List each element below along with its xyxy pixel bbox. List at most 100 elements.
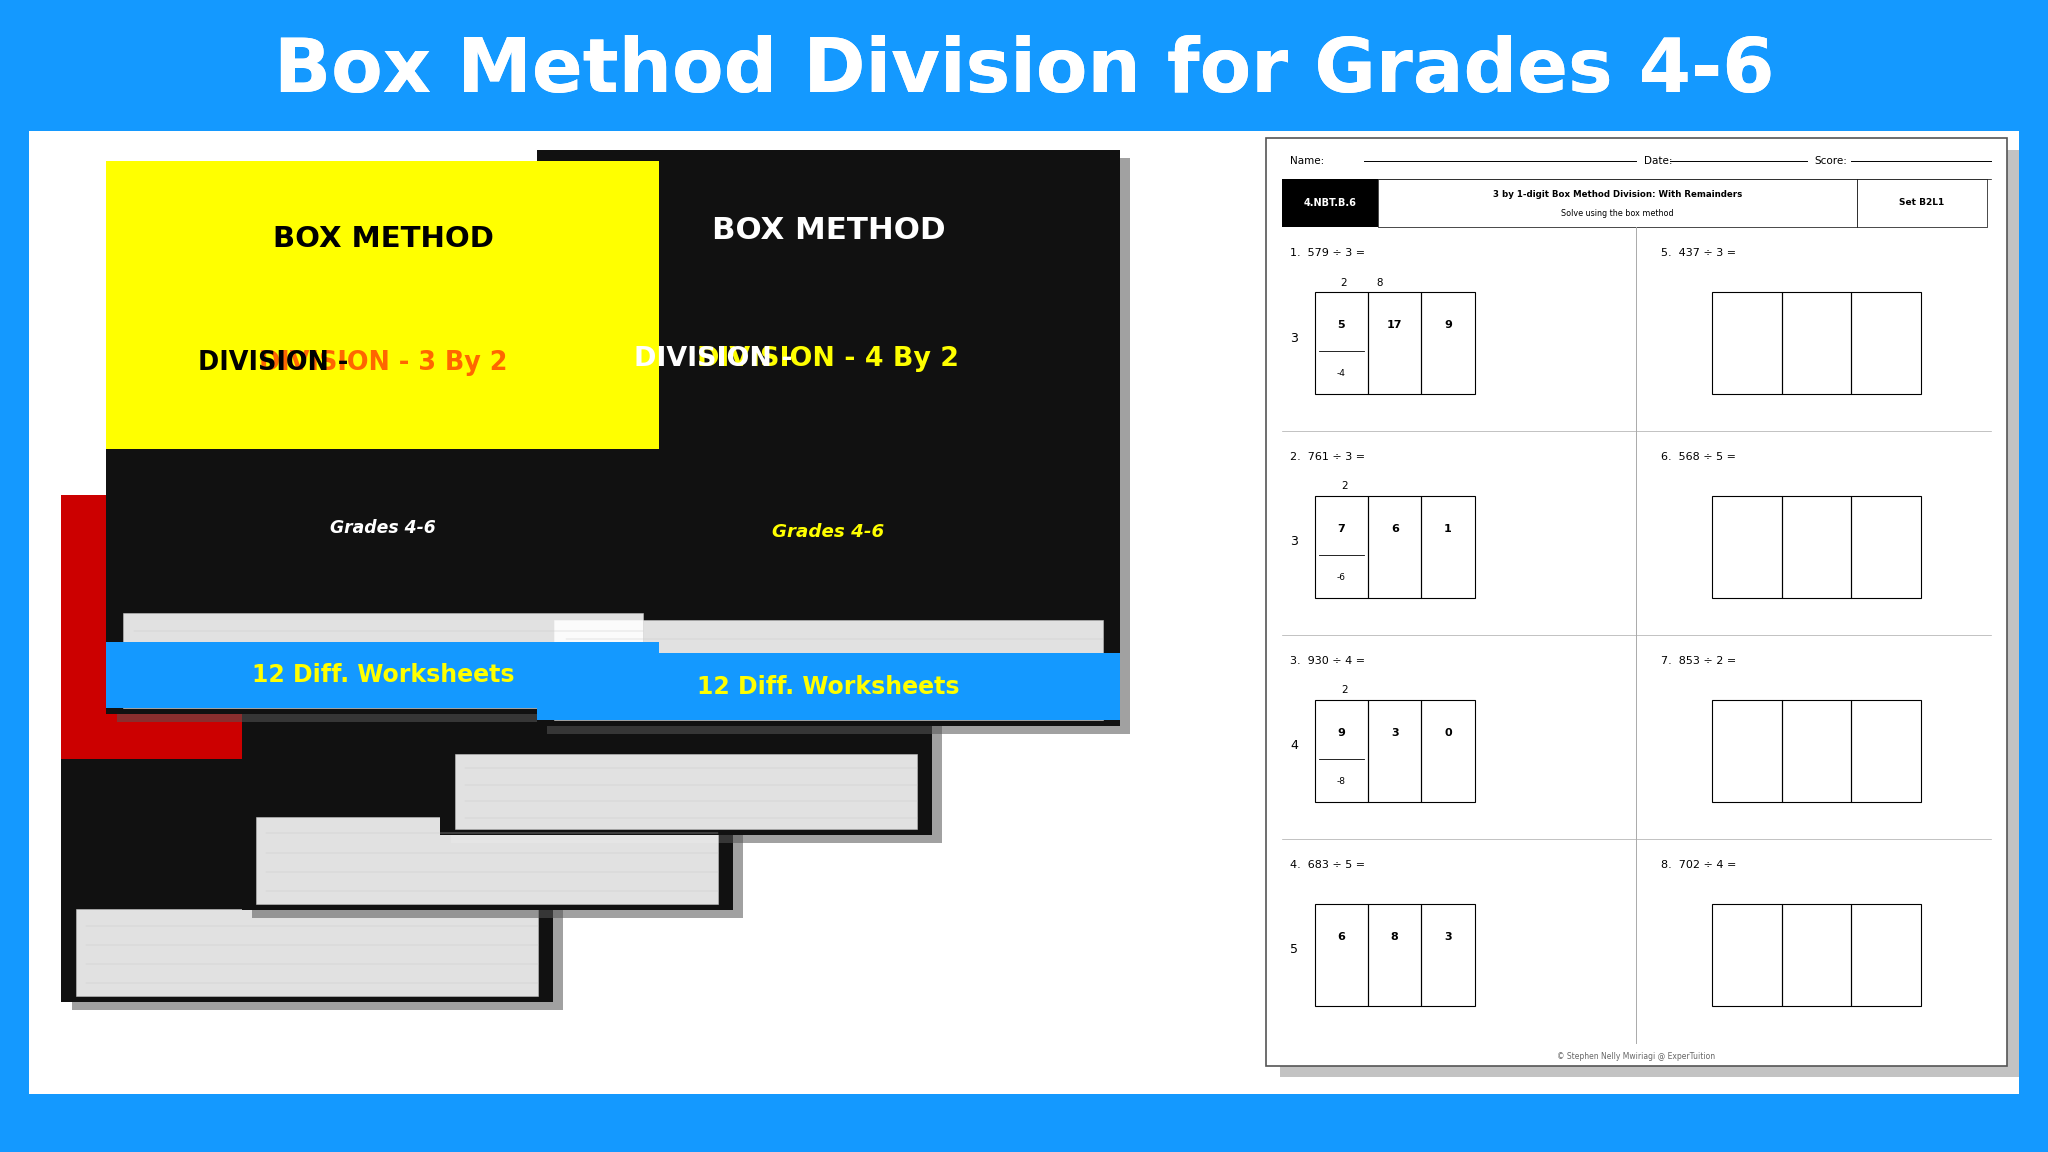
Bar bbox=[537, 449, 1120, 726]
Text: BOX METHOD: BOX METHOD bbox=[711, 217, 946, 245]
Text: 2         8: 2 8 bbox=[1341, 278, 1384, 288]
Text: 8.  702 ÷ 4 =: 8. 702 ÷ 4 = bbox=[1661, 861, 1737, 870]
Bar bbox=[1315, 497, 1368, 598]
Text: DIVISION - 4 By 1: DIVISION - 4 By 1 bbox=[575, 545, 797, 568]
Bar bbox=[1858, 179, 1987, 227]
Bar bbox=[1782, 293, 1851, 394]
Bar bbox=[455, 753, 918, 829]
Text: Grades 4-6: Grades 4-6 bbox=[440, 733, 535, 748]
Text: © Stephen Nelly Mwiriagi @ ExperTuition: © Stephen Nelly Mwiriagi @ ExperTuition bbox=[1556, 1052, 1716, 1061]
Text: 4: 4 bbox=[1290, 740, 1298, 752]
Bar bbox=[1712, 904, 1782, 1006]
Bar bbox=[440, 397, 932, 626]
Text: 4.NBT.B.6: 4.NBT.B.6 bbox=[1305, 198, 1356, 207]
Text: 3: 3 bbox=[1290, 332, 1298, 344]
Bar bbox=[1315, 904, 1368, 1006]
Bar bbox=[1280, 150, 2021, 1077]
Bar bbox=[1712, 497, 1782, 598]
Text: Grades 4-6: Grades 4-6 bbox=[330, 520, 436, 538]
Bar bbox=[72, 503, 563, 1010]
Bar bbox=[1782, 700, 1851, 802]
Bar bbox=[537, 150, 1120, 449]
Bar bbox=[1712, 293, 1782, 394]
Bar bbox=[29, 129, 2019, 1094]
Text: 6: 6 bbox=[1337, 932, 1346, 941]
Bar bbox=[117, 169, 670, 722]
Bar bbox=[555, 621, 1102, 720]
Bar bbox=[106, 161, 659, 449]
Bar bbox=[1851, 700, 1921, 802]
Bar bbox=[1315, 700, 1368, 802]
Bar bbox=[242, 403, 733, 667]
Text: 1: 1 bbox=[1444, 524, 1452, 533]
Text: Box Method Division for Grades 4-6: Box Method Division for Grades 4-6 bbox=[274, 35, 1774, 108]
Bar bbox=[242, 667, 733, 910]
Bar bbox=[451, 406, 942, 843]
Bar bbox=[547, 158, 1130, 734]
Bar bbox=[1421, 700, 1475, 802]
Bar bbox=[537, 653, 1120, 720]
Text: 2: 2 bbox=[1341, 482, 1348, 492]
Bar bbox=[61, 759, 553, 1002]
Text: 6: 6 bbox=[1391, 524, 1399, 533]
Text: 4.  683 ÷ 5 =: 4. 683 ÷ 5 = bbox=[1290, 861, 1366, 870]
Bar bbox=[1851, 293, 1921, 394]
Text: Grades 4-6: Grades 4-6 bbox=[639, 681, 733, 696]
Text: Date:: Date: bbox=[1645, 157, 1673, 166]
Text: Grades 4-6: Grades 4-6 bbox=[772, 523, 885, 541]
Bar bbox=[1782, 904, 1851, 1006]
Text: expertuition.com: expertuition.com bbox=[186, 1105, 449, 1135]
Text: DIVISION -: DIVISION - bbox=[522, 545, 655, 568]
Text: DIVISION - 3 By 2: DIVISION - 3 By 2 bbox=[258, 349, 508, 376]
Bar bbox=[76, 909, 539, 996]
Text: BOX METHOD: BOX METHOD bbox=[588, 446, 784, 472]
Text: 9: 9 bbox=[1337, 728, 1346, 737]
Text: 7.  853 ÷ 2 =: 7. 853 ÷ 2 = bbox=[1661, 657, 1737, 666]
Bar bbox=[1315, 293, 1368, 394]
Text: DIVISION - 3 By 1: DIVISION - 3 By 1 bbox=[377, 576, 598, 599]
Bar bbox=[2019, 0, 2048, 1152]
Bar bbox=[1421, 904, 1475, 1006]
Bar bbox=[0, 1097, 2048, 1152]
Text: Solve using the box method: Solve using the box method bbox=[1561, 209, 1673, 218]
Bar bbox=[1266, 138, 2007, 1066]
Bar bbox=[0, 0, 29, 1152]
Text: Name:: Name: bbox=[1290, 157, 1325, 166]
Text: 5: 5 bbox=[1337, 320, 1346, 329]
Text: Set B2L1: Set B2L1 bbox=[1898, 198, 1944, 207]
Text: BOX METHOD: BOX METHOD bbox=[389, 461, 586, 487]
Bar bbox=[1782, 497, 1851, 598]
Text: BOX METHOD: BOX METHOD bbox=[209, 553, 406, 579]
Bar bbox=[1368, 904, 1421, 1006]
Bar bbox=[1851, 497, 1921, 598]
Text: -4: -4 bbox=[1337, 370, 1346, 378]
Bar bbox=[0, 0, 2048, 131]
Text: 3.  930 ÷ 4 =: 3. 930 ÷ 4 = bbox=[1290, 657, 1366, 666]
Text: 17: 17 bbox=[1386, 320, 1403, 329]
Text: 9: 9 bbox=[1444, 320, 1452, 329]
Bar bbox=[106, 449, 659, 714]
Text: DIVISION -: DIVISION - bbox=[633, 347, 793, 372]
Bar bbox=[1282, 179, 1378, 227]
Text: 3 by 1-digit Box Method Division: With Remainders: 3 by 1-digit Box Method Division: With R… bbox=[1493, 190, 1743, 198]
Text: DIVISION - 4 By 2: DIVISION - 4 By 2 bbox=[698, 347, 958, 372]
Bar bbox=[61, 495, 553, 759]
Text: 12 Diff. Worksheets: 12 Diff. Worksheets bbox=[696, 675, 961, 698]
Text: 5: 5 bbox=[1290, 943, 1298, 956]
Text: 2: 2 bbox=[1341, 685, 1348, 696]
Bar bbox=[1421, 293, 1475, 394]
Text: 5.  437 ÷ 3 =: 5. 437 ÷ 3 = bbox=[1661, 249, 1737, 258]
Text: DIVISION - 2 By 1: DIVISION - 2 By 1 bbox=[197, 668, 418, 691]
Text: 3: 3 bbox=[1290, 536, 1298, 548]
Text: 1.  579 ÷ 3 =: 1. 579 ÷ 3 = bbox=[1290, 249, 1366, 258]
Bar bbox=[1368, 497, 1421, 598]
Text: 3: 3 bbox=[1391, 728, 1399, 737]
Text: 6.  568 ÷ 5 =: 6. 568 ÷ 5 = bbox=[1661, 453, 1737, 462]
Bar bbox=[256, 817, 719, 904]
Text: 8: 8 bbox=[1391, 932, 1399, 941]
Bar bbox=[1368, 293, 1421, 394]
Text: -6: -6 bbox=[1337, 574, 1346, 582]
Text: 0: 0 bbox=[1444, 728, 1452, 737]
Bar bbox=[1851, 904, 1921, 1006]
Text: 7: 7 bbox=[1337, 524, 1346, 533]
